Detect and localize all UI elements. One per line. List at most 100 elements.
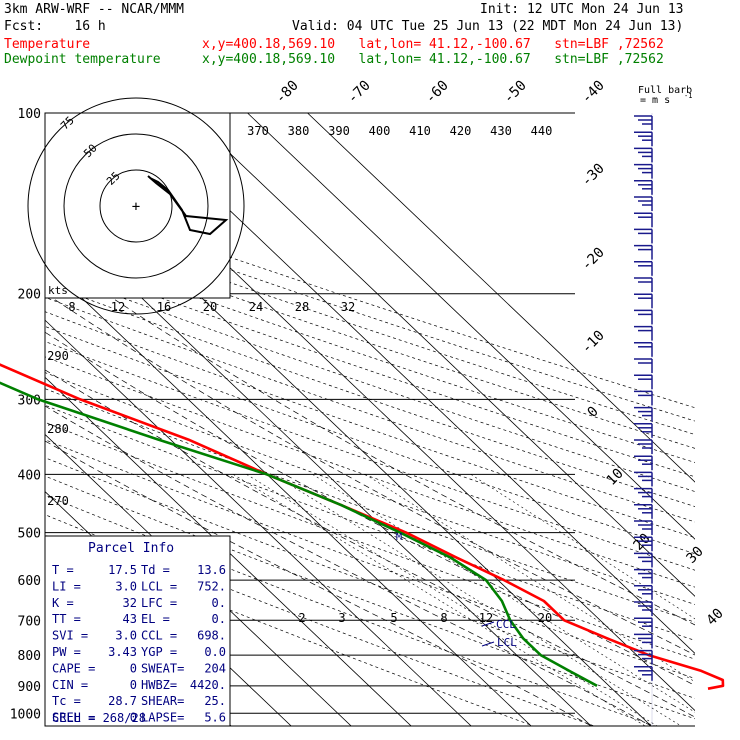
isotherm-label: -40 [579, 78, 608, 107]
dry-adiabat [45, 341, 695, 571]
ccl-label: CCL [496, 618, 516, 631]
theta-label: 440 [531, 124, 553, 138]
isotherm-label: -10 [579, 328, 608, 357]
moist-adiabat [45, 331, 695, 686]
theta-label: 270 [47, 494, 69, 508]
mixing-ratio-label: 12 [479, 611, 493, 625]
isotherm-label: -60 [423, 78, 452, 107]
dry-adiabat [45, 204, 695, 422]
isotherm-label: 30 [684, 544, 707, 567]
ccl-marker [481, 621, 495, 627]
isotherm [45, 319, 472, 726]
parcel-info-key: LI = [52, 579, 81, 593]
dry-adiabat [45, 494, 656, 726]
dry-adiabat [45, 421, 695, 660]
barb-units: = m s [640, 95, 670, 106]
isotherm [247, 113, 695, 540]
dry-adiabat [45, 439, 695, 679]
parcel-info-key: SWEAT= [141, 661, 184, 675]
parcel-info-key: K = [52, 596, 74, 610]
isotherm [187, 113, 695, 597]
parcel-info-value: 25. [204, 694, 226, 708]
init-time: Init: 12 UTC Mon 24 Jun 13 [480, 2, 684, 17]
lcl-marker [481, 641, 495, 647]
dewpoint-legend: Dewpoint temperature [4, 52, 161, 67]
moist-adiabat [45, 405, 652, 726]
hodograph-origin: + [132, 199, 140, 215]
theta-label: 290 [47, 349, 69, 363]
dewpoint-location: x,y=400.18,569.10 lat,lon= 41.12,-100.67… [202, 52, 664, 67]
pressure-tick-label: 600 [18, 574, 41, 589]
mixing-ratio-label: 32 [341, 300, 355, 314]
parcel-info-value: 43 [123, 612, 137, 626]
parcel-info-title: Parcel Info [88, 541, 174, 556]
parcel-info-cell: CELL = 268/28 [52, 711, 146, 725]
parcel-info-key: CIN = [52, 678, 88, 692]
moist-adiabat [45, 293, 695, 656]
theta-label: 280 [47, 422, 69, 436]
isotherm [45, 433, 352, 726]
isotherm-label: 0 [585, 404, 602, 421]
parcel-info-key: TT = [52, 612, 81, 626]
parcel-info-value: 4420. [190, 678, 226, 692]
mixing-ratio-label: 20 [538, 611, 552, 625]
parcel-info-key: LCL = [141, 579, 177, 593]
parcel-info-key: LFC = [141, 596, 177, 610]
pressure-tick-label: 400 [18, 468, 41, 483]
isotherm-label: -20 [579, 245, 608, 274]
hodograph-units: kts [48, 284, 68, 297]
parcel-info-value: 32 [123, 596, 137, 610]
full-barb-legend: Full barb [638, 85, 692, 96]
barb-units-exponent: -1 [684, 92, 692, 100]
parcel-info-value: 5.6 [204, 711, 226, 725]
dry-adiabat [45, 229, 695, 449]
temperature-legend: Temperature [4, 37, 91, 52]
parcel-info-key: Td = [141, 563, 170, 577]
parcel-info-value: 0 [130, 711, 137, 725]
isotherm [307, 113, 695, 483]
theta-label: 370 [247, 124, 269, 138]
dry-adiabat [45, 457, 695, 699]
dewpoint-line [0, 381, 598, 687]
isotherm [45, 376, 412, 726]
parcel-info-value: 3.0 [115, 579, 137, 593]
parcel-info-value: 13.6 [197, 563, 226, 577]
parcel-info-value: 17.5 [108, 563, 137, 577]
isotherm-label: -70 [345, 78, 374, 107]
parcel-info-key: HWBZ= [141, 678, 177, 692]
pressure-tick-label: 100 [18, 107, 41, 122]
parcel-info-key: YGP = [141, 645, 177, 659]
moist-adiabat [45, 369, 695, 718]
temperature-location: x,y=400.18,569.10 lat,lon= 41.12,-100.67… [202, 37, 664, 52]
valid-time: Valid: 04 UTC Tue 25 Jun 13 (22 MDT Mon … [292, 19, 684, 34]
mixing-ratio-label: 28 [295, 300, 309, 314]
pressure-tick-label: 900 [18, 680, 41, 695]
parcel-info-key: CCL = [141, 629, 177, 643]
temperature-line [0, 363, 725, 690]
theta-label: 400 [369, 124, 391, 138]
parcel-info-value: 204 [204, 661, 226, 675]
mixing-ratio-label: 12 [111, 300, 125, 314]
parcel-info-value: 0. [212, 596, 226, 610]
parcel-info-value: 0. [212, 612, 226, 626]
pressure-tick-label: 700 [18, 614, 41, 629]
dry-adiabat [45, 388, 695, 623]
dry-adiabat [45, 255, 695, 478]
mixing-ratio-line [272, 474, 682, 726]
mixing-ratio-line [470, 474, 695, 620]
mixing-ratio-label: 5 [390, 611, 397, 625]
model-title: 3km ARW-WRF -- NCAR/MMM [4, 2, 185, 17]
mixing-ratio-label: 2 [298, 611, 305, 625]
pressure-tick-label: 500 [18, 527, 41, 542]
hodograph-ring [99, 169, 173, 243]
mixing-ratio-line [365, 474, 695, 683]
pressure-tick-label: 200 [18, 288, 41, 303]
parcel-info-key: EL = [141, 612, 170, 626]
moist-adiabat [45, 440, 592, 726]
mixing-ratio-label: 3 [338, 611, 345, 625]
hodograph-ring [63, 133, 209, 279]
isotherm [127, 113, 695, 655]
parcel-info-value: 0 [130, 678, 137, 692]
plot-area [45, 113, 695, 726]
